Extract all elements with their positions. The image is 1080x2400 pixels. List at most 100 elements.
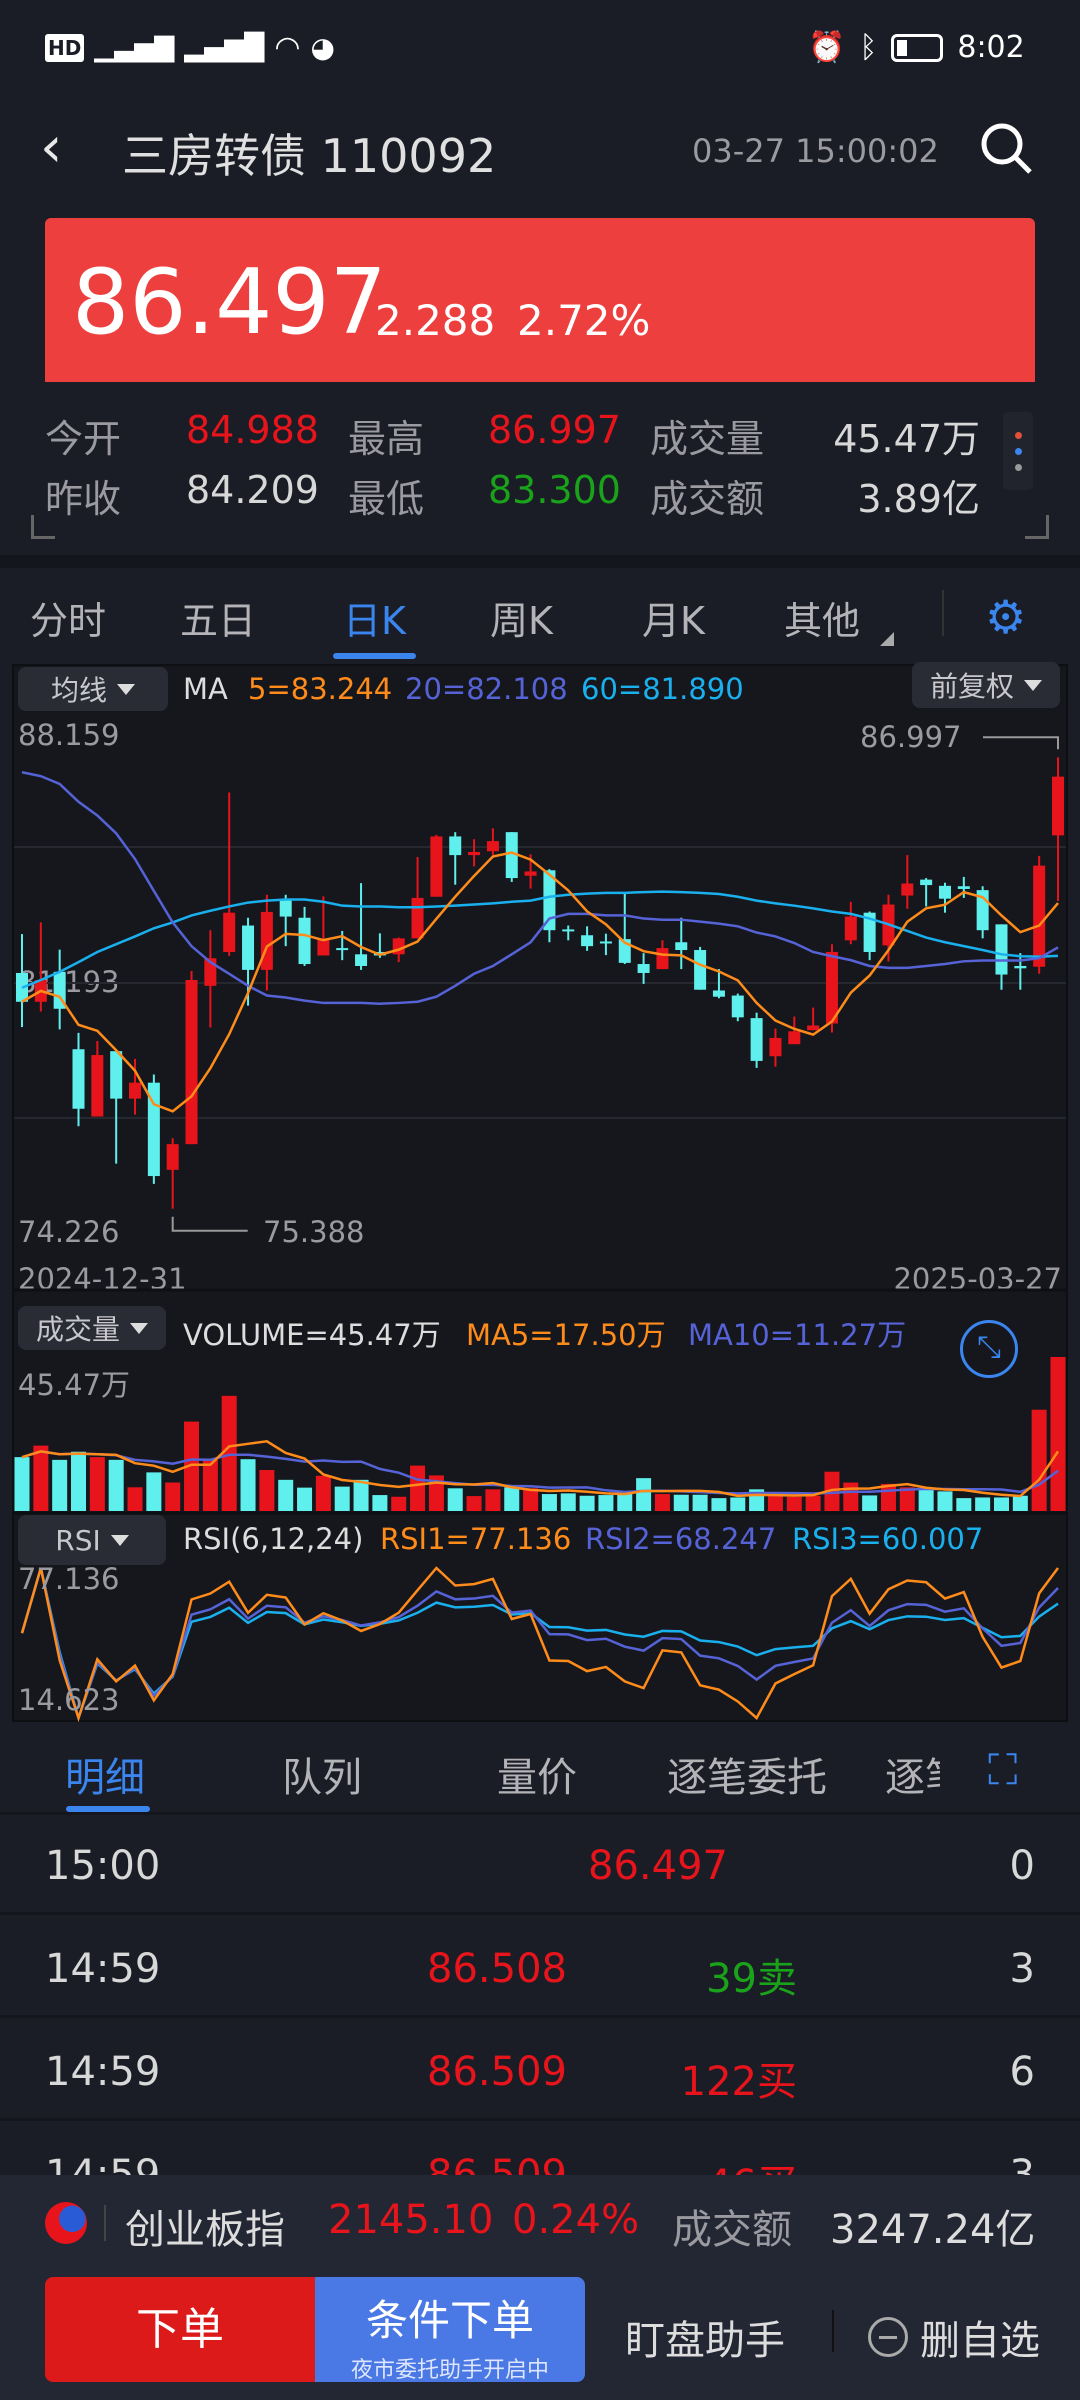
ma60-value: 60=81.890: [581, 672, 744, 706]
rsi1-line: [20, 1566, 1060, 1723]
order-button[interactable]: 下单: [45, 2277, 315, 2382]
wifi-icon: ◠: [274, 30, 301, 65]
indicator-select-label: 均线: [50, 674, 107, 707]
tab-other[interactable]: 其他: [784, 599, 861, 643]
adjust-select[interactable]: 前复权: [912, 662, 1060, 708]
ma20-value: 20=82.108: [405, 672, 568, 706]
clock: 8:02: [957, 30, 1025, 65]
prev-close-value: 84.209: [186, 468, 319, 512]
candle-body: [1014, 965, 1027, 969]
back-button[interactable]: ‹: [40, 115, 63, 180]
volume-bar: [730, 1497, 746, 1511]
section-divider: [0, 555, 1080, 568]
candle: [147, 1074, 160, 1184]
max-price-pointer: [983, 736, 1059, 750]
candle-body: [995, 924, 1008, 975]
remove-watchlist-button[interactable]: 删自选: [868, 2308, 1040, 2366]
candle-body: [223, 912, 236, 952]
rsi-indicator-select[interactable]: RSI: [18, 1515, 166, 1565]
status-right-icons: ⏰ ᛒ 8:02: [808, 30, 1025, 65]
candle: [1052, 757, 1064, 902]
tab-five-day[interactable]: 五日: [180, 599, 257, 643]
trade-row: 14:59 86.509 122买 6: [0, 2021, 1080, 2121]
candle: [91, 1041, 104, 1117]
candle-body: [901, 883, 914, 896]
candle: [901, 855, 914, 909]
candle: [731, 993, 744, 1022]
volume-bar: [504, 1487, 520, 1511]
candle: [938, 882, 951, 913]
tab-queue[interactable]: 队列: [282, 1755, 362, 1801]
candle: [788, 1016, 801, 1045]
price-change-pct: 2.72%: [517, 296, 651, 345]
tab-volume-price[interactable]: 量价: [497, 1755, 577, 1801]
candle-body: [637, 964, 650, 973]
volume-bar: [372, 1495, 388, 1511]
candle-body: [486, 841, 499, 852]
tab-weekly-k[interactable]: 周K: [490, 599, 553, 643]
candle: [317, 896, 330, 956]
status-left-icons: HD ▁▃▅▇ ▂▄▆█ ◠ ◕: [45, 30, 335, 65]
volume-bar: [353, 1479, 369, 1511]
tab-monthly-k[interactable]: 月K: [642, 599, 705, 643]
high-label: 最高: [348, 417, 425, 461]
volume-bar: [466, 1496, 482, 1511]
tab-active-indicator: [333, 653, 416, 659]
candle: [204, 930, 217, 1028]
volume-bar: [993, 1497, 1009, 1511]
candle-body: [543, 870, 556, 931]
volume-bar: [447, 1488, 463, 1511]
tab-order-by-order[interactable]: 逐笔委托: [667, 1755, 827, 1801]
candle: [712, 969, 725, 999]
alarm-icon: ⏰: [808, 30, 846, 65]
candle: [694, 946, 707, 990]
tab-daily-k[interactable]: 日K: [343, 599, 406, 643]
candle: [581, 926, 594, 951]
volume-indicator-select[interactable]: 成交量: [18, 1306, 166, 1350]
stock-chart[interactable]: [0, 660, 1080, 1725]
trade-count: 0: [1009, 1843, 1035, 1889]
candle-body: [694, 950, 707, 990]
price-change: 2.288: [375, 296, 496, 345]
candle-body: [91, 1055, 104, 1117]
candle: [16, 934, 28, 1028]
index-value: 2145.10: [328, 2197, 494, 2243]
candle: [223, 792, 236, 956]
search-button[interactable]: [978, 120, 1034, 176]
monitor-assistant-button[interactable]: 盯盘助手: [625, 2318, 785, 2364]
candle-body: [788, 1031, 801, 1045]
candle-body: [731, 995, 744, 1018]
candle-body: [599, 941, 612, 944]
index-change: 0.24%: [512, 2197, 640, 2243]
trade-qty: 122买: [680, 2059, 797, 2105]
candle: [110, 1051, 123, 1164]
candle-body: [336, 948, 349, 951]
indicator-select[interactable]: 均线: [18, 667, 168, 711]
index-amount-label: 成交额: [672, 2207, 792, 2253]
gear-icon: ⚙: [985, 590, 1027, 644]
tab-fenshi[interactable]: 分时: [30, 599, 107, 643]
tab-trade-by-trade[interactable]: 逐笔: [885, 1755, 940, 1801]
signal-icon: ▁▃▅▇: [94, 32, 175, 63]
page-indicator-dots[interactable]: [1003, 412, 1033, 490]
trade-price: 86.509: [427, 2049, 567, 2095]
volume-bar: [711, 1498, 727, 1511]
expand-detail-button[interactable]: ⛶: [988, 1745, 1017, 1795]
dropdown-icon: [1024, 679, 1042, 691]
conditional-order-button[interactable]: 条件下单 夜市委托助手开启中: [315, 2277, 585, 2383]
chart-settings-button[interactable]: ⚙: [985, 590, 1026, 644]
index-name[interactable]: 创业板指: [125, 2207, 285, 2253]
candle: [599, 933, 612, 956]
candle: [637, 953, 650, 984]
volume-bar: [636, 1478, 652, 1511]
volume-bars: [14, 1357, 1066, 1511]
trade-count: 3: [1009, 1946, 1035, 1992]
tab-detail[interactable]: 明细: [65, 1755, 145, 1801]
fullscreen-chart-button[interactable]: ⤡: [960, 1320, 1018, 1378]
low-value: 83.300: [488, 468, 621, 512]
volume-bar: [14, 1457, 30, 1511]
candle: [185, 971, 198, 1145]
candle-body: [1033, 865, 1046, 967]
volume-bar: [805, 1495, 821, 1511]
candle-body: [938, 885, 951, 899]
